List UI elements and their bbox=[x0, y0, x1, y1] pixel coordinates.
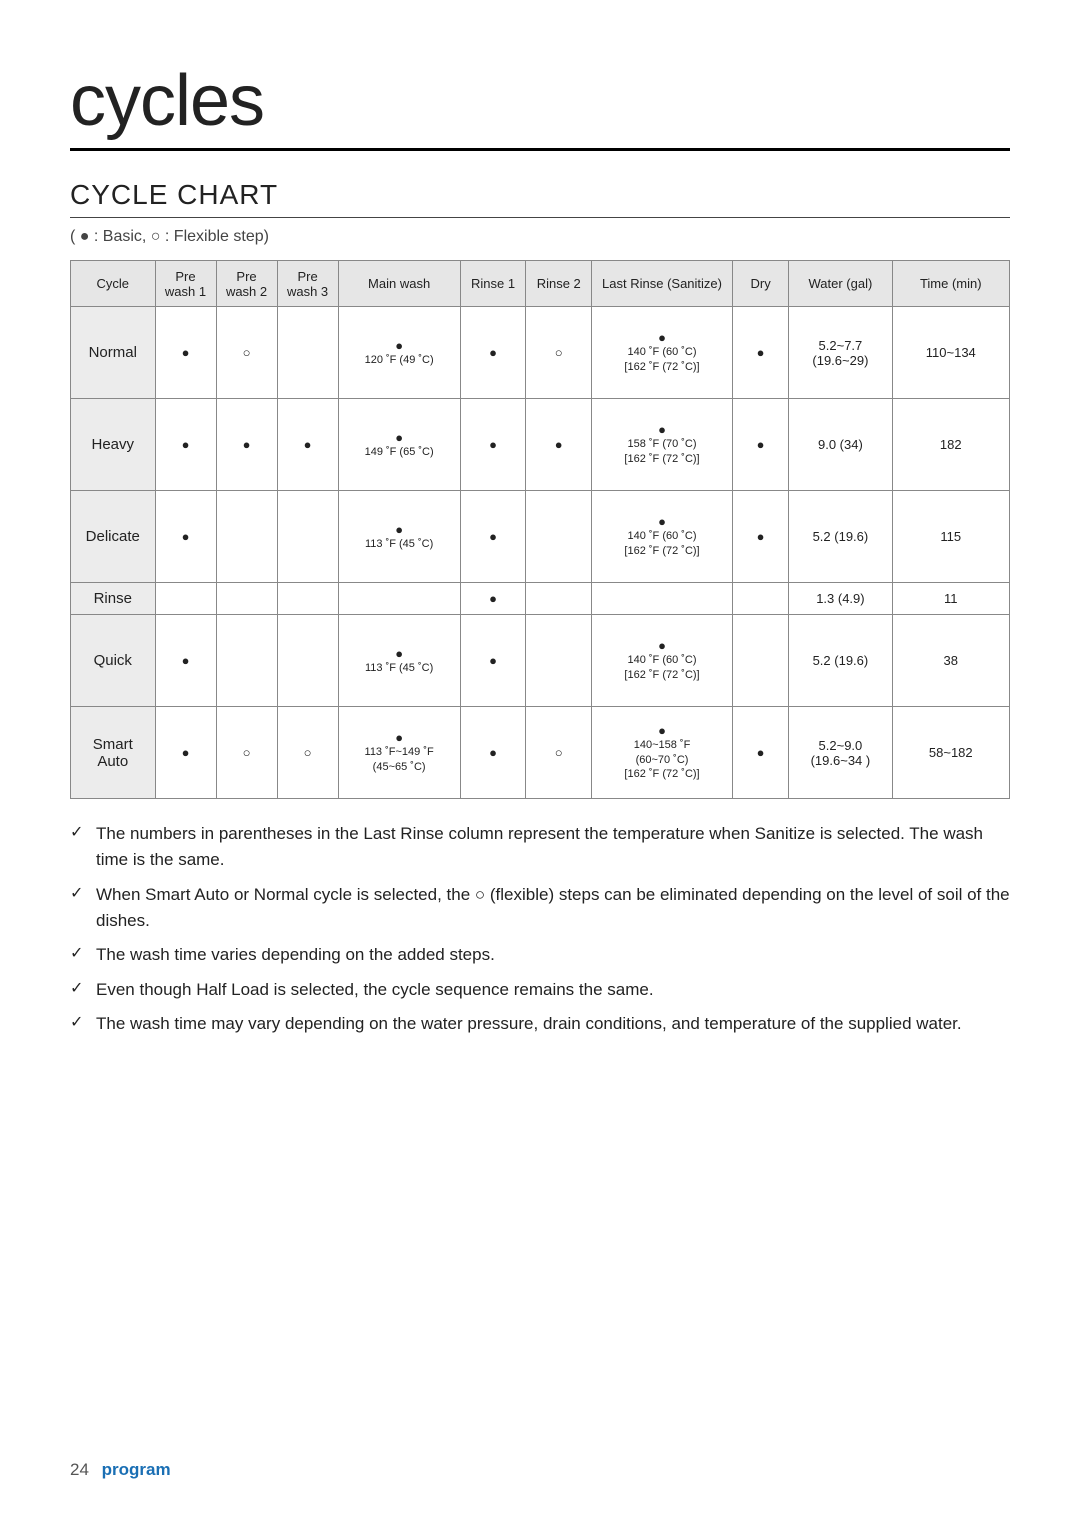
cell: ● bbox=[460, 307, 526, 399]
page-name: program bbox=[102, 1460, 171, 1479]
main-wash-cell: ●149 ˚F (65 ˚C) bbox=[338, 399, 460, 491]
cell: ● bbox=[460, 491, 526, 583]
table-header: Cycle bbox=[71, 261, 156, 307]
water-cell: 5.2~7.7(19.6~29) bbox=[789, 307, 892, 399]
water-cell: 5.2~9.0(19.6~34 ) bbox=[789, 707, 892, 799]
cell: ● bbox=[732, 307, 788, 399]
note-item: The wash time may vary depending on the … bbox=[70, 1011, 1010, 1037]
table-header: Last Rinse (Sanitize) bbox=[592, 261, 733, 307]
cell: ● bbox=[216, 399, 277, 491]
section-heading: CYCLE CHART bbox=[70, 179, 1010, 218]
time-cell: 11 bbox=[892, 583, 1009, 615]
cell: ● bbox=[155, 307, 216, 399]
table-header: Pre wash 3 bbox=[277, 261, 338, 307]
page-number: 24 bbox=[70, 1460, 89, 1479]
cell bbox=[526, 491, 592, 583]
notes-list: The numbers in parentheses in the Last R… bbox=[70, 821, 1010, 1037]
cell bbox=[277, 615, 338, 707]
last-rinse-cell: ●140 ˚F (60 ˚C)[162 ˚F (72 ˚C)] bbox=[592, 491, 733, 583]
main-wash-cell: ●113 ˚F (45 ˚C) bbox=[338, 491, 460, 583]
cell bbox=[526, 615, 592, 707]
table-header: Water (gal) bbox=[789, 261, 892, 307]
cell: ○ bbox=[216, 707, 277, 799]
cell: ● bbox=[732, 491, 788, 583]
cycle-name-cell: Delicate bbox=[71, 491, 156, 583]
time-cell: 38 bbox=[892, 615, 1009, 707]
cycle-name-cell: Rinse bbox=[71, 583, 156, 615]
cell: ● bbox=[460, 615, 526, 707]
cell bbox=[732, 615, 788, 707]
main-wash-cell: ●120 ˚F (49 ˚C) bbox=[338, 307, 460, 399]
legend-text: ( ● : Basic, ○ : Flexible step) bbox=[70, 228, 1010, 246]
last-rinse-cell: ●158 ˚F (70 ˚C)[162 ˚F (72 ˚C)] bbox=[592, 399, 733, 491]
cell bbox=[216, 615, 277, 707]
cell: ○ bbox=[216, 307, 277, 399]
last-rinse-cell: ●140 ˚F (60 ˚C)[162 ˚F (72 ˚C)] bbox=[592, 307, 733, 399]
main-wash-cell: ●113 ˚F~149 ˚F(45~65 ˚C) bbox=[338, 707, 460, 799]
cycle-name-cell: Normal bbox=[71, 307, 156, 399]
cell: ○ bbox=[526, 307, 592, 399]
last-rinse-cell: ●140 ˚F (60 ˚C)[162 ˚F (72 ˚C)] bbox=[592, 615, 733, 707]
table-header: Rinse 2 bbox=[526, 261, 592, 307]
cell: ● bbox=[460, 583, 526, 615]
water-cell: 5.2 (19.6) bbox=[789, 491, 892, 583]
cycle-name-cell: SmartAuto bbox=[71, 707, 156, 799]
note-item: Even though Half Load is selected, the c… bbox=[70, 977, 1010, 1003]
cell: ● bbox=[277, 399, 338, 491]
table-header: Dry bbox=[732, 261, 788, 307]
cell bbox=[216, 583, 277, 615]
water-cell: 5.2 (19.6) bbox=[789, 615, 892, 707]
table-row: SmartAuto●○○●113 ˚F~149 ˚F(45~65 ˚C)●○●1… bbox=[71, 707, 1010, 799]
water-cell: 9.0 (34) bbox=[789, 399, 892, 491]
time-cell: 110~134 bbox=[892, 307, 1009, 399]
cell bbox=[155, 583, 216, 615]
cell: ● bbox=[155, 491, 216, 583]
table-header: Pre wash 1 bbox=[155, 261, 216, 307]
table-header: Pre wash 2 bbox=[216, 261, 277, 307]
water-cell: 1.3 (4.9) bbox=[789, 583, 892, 615]
cycle-chart-table: CyclePre wash 1Pre wash 2Pre wash 3Main … bbox=[70, 260, 1010, 799]
cell: ○ bbox=[526, 707, 592, 799]
cell bbox=[277, 491, 338, 583]
page-footer: 24 program bbox=[70, 1460, 171, 1480]
table-row: Normal●○●120 ˚F (49 ˚C)●○●140 ˚F (60 ˚C)… bbox=[71, 307, 1010, 399]
table-header: Time (min) bbox=[892, 261, 1009, 307]
table-row: Delicate●●113 ˚F (45 ˚C)●●140 ˚F (60 ˚C)… bbox=[71, 491, 1010, 583]
cell: ● bbox=[732, 707, 788, 799]
cell: ● bbox=[526, 399, 592, 491]
cell bbox=[277, 307, 338, 399]
cell: ● bbox=[155, 615, 216, 707]
note-item: The wash time varies depending on the ad… bbox=[70, 942, 1010, 968]
cell: ● bbox=[460, 707, 526, 799]
cell: ● bbox=[460, 399, 526, 491]
main-wash-cell bbox=[338, 583, 460, 615]
last-rinse-cell bbox=[592, 583, 733, 615]
cycle-name-cell: Quick bbox=[71, 615, 156, 707]
main-wash-cell: ●113 ˚F (45 ˚C) bbox=[338, 615, 460, 707]
cell: ● bbox=[732, 399, 788, 491]
cycle-name-cell: Heavy bbox=[71, 399, 156, 491]
time-cell: 58~182 bbox=[892, 707, 1009, 799]
cell bbox=[277, 583, 338, 615]
note-item: The numbers in parentheses in the Last R… bbox=[70, 821, 1010, 874]
table-header: Rinse 1 bbox=[460, 261, 526, 307]
cell: ● bbox=[155, 707, 216, 799]
last-rinse-cell: ●140~158 ˚F(60~70 ˚C)[162 ˚F (72 ˚C)] bbox=[592, 707, 733, 799]
table-header: Main wash bbox=[338, 261, 460, 307]
cell: ● bbox=[155, 399, 216, 491]
table-row: Quick●●113 ˚F (45 ˚C)●●140 ˚F (60 ˚C)[16… bbox=[71, 615, 1010, 707]
note-item: When Smart Auto or Normal cycle is selec… bbox=[70, 882, 1010, 935]
page-title: cycles bbox=[70, 60, 1010, 151]
table-row: Rinse ● 1.3 (4.9)11 bbox=[71, 583, 1010, 615]
table-row: Heavy●●●●149 ˚F (65 ˚C)●●●158 ˚F (70 ˚C)… bbox=[71, 399, 1010, 491]
cell bbox=[732, 583, 788, 615]
time-cell: 115 bbox=[892, 491, 1009, 583]
cell bbox=[216, 491, 277, 583]
cell bbox=[526, 583, 592, 615]
cell: ○ bbox=[277, 707, 338, 799]
time-cell: 182 bbox=[892, 399, 1009, 491]
